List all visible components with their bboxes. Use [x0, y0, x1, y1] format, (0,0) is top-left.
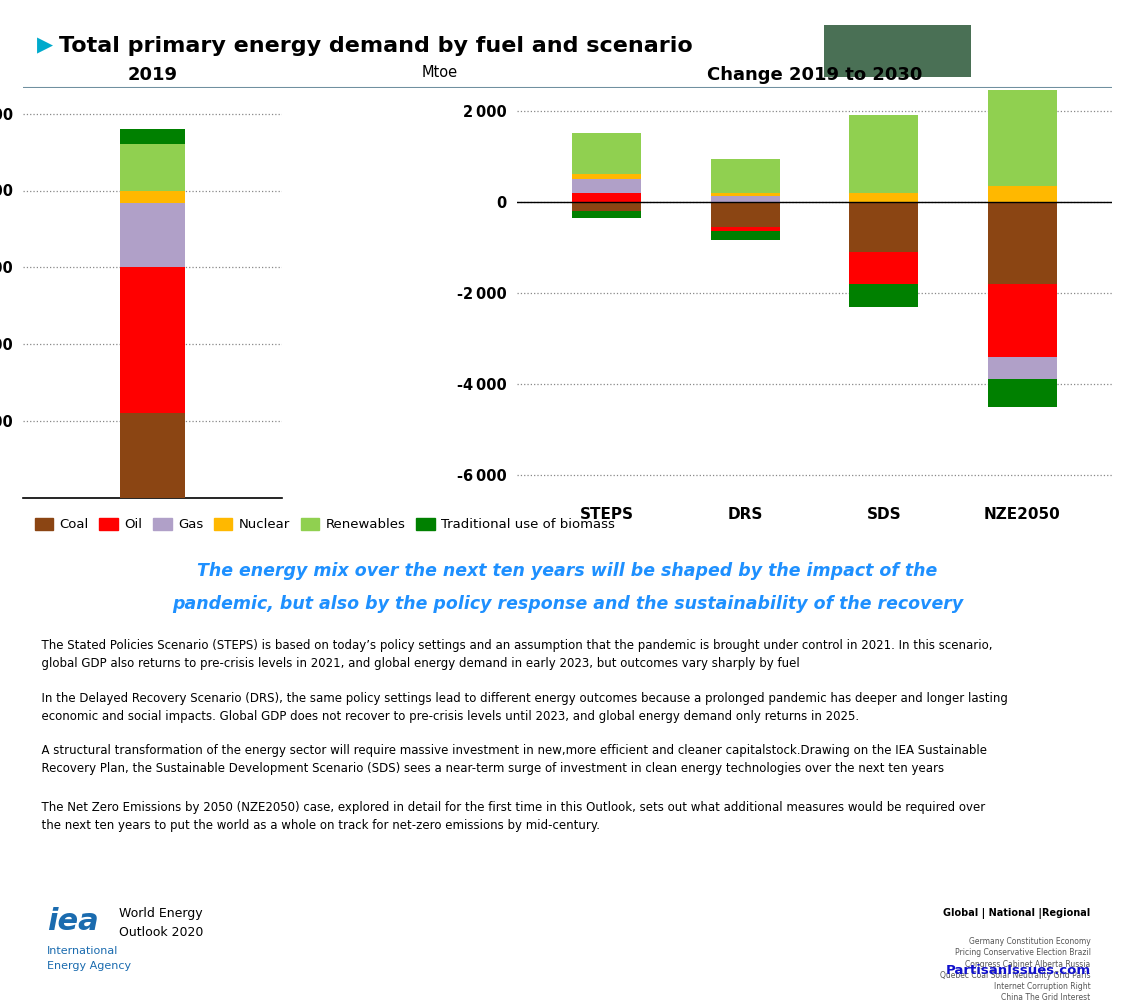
Bar — [711, 202, 780, 227]
Bar — [572, 174, 641, 179]
Y-axis label: Mtoe: Mtoe — [421, 65, 457, 80]
Bar — [711, 193, 780, 196]
Text: Global | National |Regional: Global | National |Regional — [943, 908, 1091, 919]
Text: PartisanIssues.com: PartisanIssues.com — [945, 964, 1091, 977]
Bar — [849, 284, 918, 307]
Bar — [987, 202, 1057, 284]
Bar — [849, 115, 918, 193]
Bar — [849, 252, 918, 284]
Bar — [572, 211, 641, 218]
Bar — [572, 193, 641, 202]
Bar — [120, 203, 185, 267]
Bar — [711, 159, 780, 193]
Text: Germany Constitution Economy
Pricing Conservative Election Brazil
Congress Cabin: Germany Constitution Economy Pricing Con… — [940, 937, 1091, 1000]
Bar — [987, 379, 1057, 407]
Bar — [120, 129, 185, 144]
Text: International: International — [47, 946, 118, 956]
Text: The Stated Policies Scenario (STEPS) is based on today’s policy settings and an : The Stated Policies Scenario (STEPS) is … — [34, 639, 992, 670]
Legend: Coal, Oil, Gas, Nuclear, Renewables, Traditional use of biomass: Coal, Oil, Gas, Nuclear, Renewables, Tra… — [30, 512, 621, 537]
Text: ▶: ▶ — [36, 36, 53, 56]
Bar — [711, 227, 780, 231]
Bar — [849, 193, 918, 202]
Bar — [711, 196, 780, 202]
Bar — [572, 179, 641, 193]
Text: Outlook 2020: Outlook 2020 — [118, 926, 203, 939]
Text: pandemic, but also by the policy response and the sustainability of the recovery: pandemic, but also by the policy respons… — [171, 595, 964, 613]
Bar — [120, 267, 185, 413]
Bar — [572, 202, 641, 211]
Bar — [120, 144, 185, 190]
Title: Change 2019 to 2030: Change 2019 to 2030 — [707, 66, 922, 84]
Text: Energy Agency: Energy Agency — [47, 961, 131, 971]
Bar — [987, 284, 1057, 357]
FancyBboxPatch shape — [824, 25, 970, 77]
Bar — [120, 413, 185, 498]
Text: iea: iea — [47, 907, 99, 936]
Title: 2019: 2019 — [127, 66, 177, 84]
Text: The energy mix over the next ten years will be shaped by the impact of the: The energy mix over the next ten years w… — [197, 562, 938, 580]
Text: In the Delayed Recovery Scenario (DRS), the same policy settings lead to differe: In the Delayed Recovery Scenario (DRS), … — [34, 692, 1008, 723]
Bar — [711, 231, 780, 240]
Bar — [987, 90, 1057, 186]
Bar — [849, 202, 918, 252]
Text: A structural transformation of the energy sector will require massive investment: A structural transformation of the energ… — [34, 744, 986, 775]
Bar — [572, 133, 641, 174]
Text: World Energy: World Energy — [118, 907, 202, 920]
Bar — [987, 357, 1057, 379]
Text: Total primary energy demand by fuel and scenario: Total primary energy demand by fuel and … — [59, 36, 692, 56]
Bar — [987, 186, 1057, 202]
Bar — [120, 190, 185, 203]
Text: The Net Zero Emissions by 2050 (NZE2050) case, explored in detail for the first : The Net Zero Emissions by 2050 (NZE2050)… — [34, 801, 985, 832]
